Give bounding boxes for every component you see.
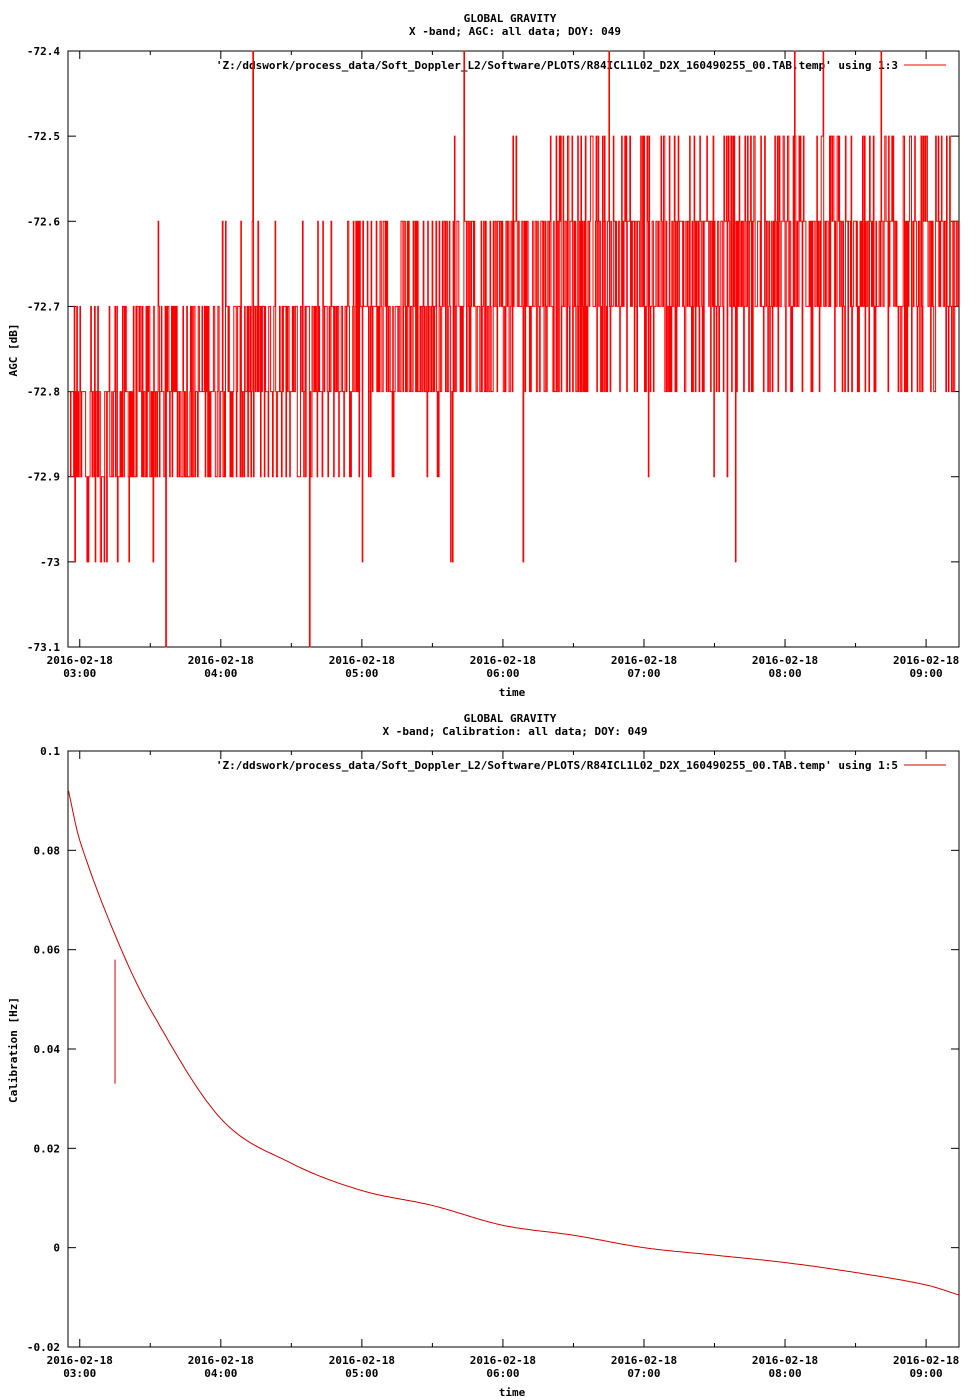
x-tick-date: 2016-02-18: [329, 654, 395, 667]
y-tick-label: -72.7: [27, 300, 60, 313]
series-line: [68, 790, 959, 1296]
y-axis-label: Calibration [Hz]: [7, 997, 20, 1103]
x-tick-time: 08:00: [768, 1367, 801, 1380]
y-tick-label: -73.1: [27, 641, 60, 654]
chart-subtitle: X -band; AGC: all data; DOY: 049: [409, 25, 621, 38]
y-tick-label: 0: [53, 1242, 60, 1255]
y-axis-label: AGC [dB]: [7, 324, 20, 377]
x-tick-date: 2016-02-18: [470, 1354, 536, 1367]
y-tick-label: -72.4: [27, 45, 60, 58]
series-group: [68, 790, 959, 1296]
y-ticks: -72.4 -72.5 -72.6 -72.7 -72.8 -72.9 -73 -73.1: [27, 45, 959, 654]
x-tick-time: 05:00: [345, 667, 378, 680]
x-tick-date: 2016-02-18: [470, 654, 536, 667]
x-tick-date: 2016-02-18: [188, 654, 254, 667]
x-tick-time: 04:00: [204, 667, 237, 680]
x-tick-date: 2016-02-18: [893, 1354, 959, 1367]
x-tick-time: 09:00: [910, 667, 943, 680]
y-ticks: 0.1 0.08 0.06 0.04 0.02 0 -0.02: [27, 745, 959, 1354]
y-tick-label: 0.02: [34, 1142, 61, 1155]
x-tick-date: 2016-02-18: [611, 654, 677, 667]
legend-label: 'Z:/ddswork/process_data/Soft_Doppler_L2…: [216, 59, 898, 72]
x-tick-time: 07:00: [627, 667, 660, 680]
series-line: [68, 50, 959, 648]
x-tick-date: 2016-02-18: [893, 654, 959, 667]
y-tick-label: -73: [40, 556, 60, 569]
y-tick-label: 0.06: [34, 944, 61, 957]
x-tick-date: 2016-02-18: [47, 654, 113, 667]
calibration-chart: GLOBAL GRAVITY X -band; Calibration: all…: [7, 712, 960, 1399]
y-tick-label: 0.1: [40, 745, 60, 758]
x-axis-label: time: [499, 1386, 526, 1399]
y-tick-label: 0.04: [34, 1043, 61, 1056]
x-tick-time: 07:00: [627, 1367, 660, 1380]
x-tick-time: 06:00: [486, 667, 519, 680]
y-tick-label: -72.8: [27, 386, 60, 399]
x-tick-date: 2016-02-18: [329, 1354, 395, 1367]
plot-frame: [67, 50, 960, 648]
y-tick-label: -72.5: [27, 130, 60, 143]
x-tick-time: 03:00: [63, 1367, 96, 1380]
chart-title: GLOBAL GRAVITY: [464, 12, 557, 25]
x-ticks: 2016-02-1803:002016-02-1804:002016-02-18…: [47, 51, 959, 680]
x-tick-date: 2016-02-18: [752, 1354, 818, 1367]
x-tick-date: 2016-02-18: [752, 654, 818, 667]
legend-label: 'Z:/ddswork/process_data/Soft_Doppler_L2…: [216, 759, 898, 772]
chart-title: GLOBAL GRAVITY: [464, 712, 557, 725]
x-tick-time: 08:00: [768, 667, 801, 680]
x-tick-date: 2016-02-18: [188, 1354, 254, 1367]
y-tick-label: 0.08: [34, 844, 61, 857]
x-tick-date: 2016-02-18: [611, 1354, 677, 1367]
x-tick-time: 03:00: [63, 667, 96, 680]
x-tick-date: 2016-02-18: [47, 1354, 113, 1367]
series-group: [68, 50, 959, 648]
y-tick-label: -72.9: [27, 471, 60, 484]
x-tick-time: 04:00: [204, 1367, 237, 1380]
chart-subtitle: X -band; Calibration: all data; DOY: 049: [383, 725, 648, 738]
plot-frame: [67, 750, 960, 1348]
x-tick-time: 09:00: [910, 1367, 943, 1380]
x-ticks: 2016-02-1803:002016-02-1804:002016-02-18…: [47, 751, 959, 1380]
x-tick-time: 05:00: [345, 1367, 378, 1380]
x-axis-label: time: [499, 686, 526, 699]
agc-chart: GLOBAL GRAVITY X -band; AGC: all data; D…: [7, 12, 960, 699]
y-tick-label: -0.02: [27, 1341, 60, 1354]
y-tick-label: -72.6: [27, 215, 60, 228]
x-tick-time: 06:00: [486, 1367, 519, 1380]
